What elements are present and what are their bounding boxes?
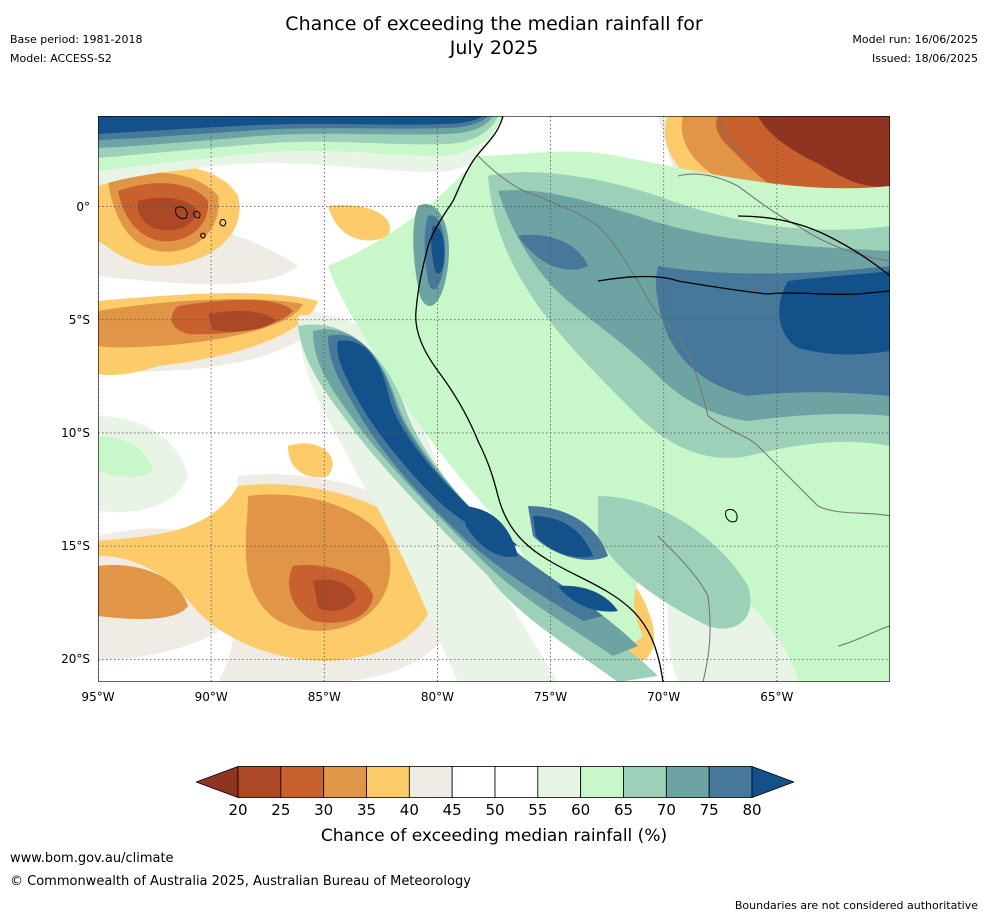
- latitude-label: 0°: [76, 199, 90, 214]
- colorbar-swatch: [366, 766, 410, 798]
- colorbar-label: Chance of exceeding median rainfall (%): [320, 826, 668, 846]
- galapagos-islands: [175, 206, 227, 239]
- rainfall-probability-map: [98, 116, 890, 682]
- probability-fields: [98, 116, 890, 682]
- colorbar-tick-label: 35: [356, 801, 377, 819]
- map-frame: [98, 116, 890, 682]
- colorbar-tick-label: 45: [442, 801, 462, 819]
- field-35-40: [328, 205, 390, 241]
- base-period-text: Base period: 1981-2018: [10, 33, 143, 46]
- coastline: [415, 116, 890, 682]
- longitude-label: 65°W: [760, 690, 794, 704]
- colorbar-swatch: [494, 766, 539, 798]
- colorbar-tick-label: 75: [699, 801, 719, 819]
- colorbar-swatch: [280, 766, 325, 798]
- title-line-1: Chance of exceeding the median rainfall …: [285, 13, 703, 35]
- map-title: Chance of exceeding the median rainfall …: [0, 12, 988, 60]
- field-60-65: [98, 436, 153, 477]
- graticule: [98, 116, 890, 682]
- colorbar-tick-label: 20: [228, 801, 248, 819]
- colorbar-swatch: [623, 766, 667, 798]
- field-over-80: [558, 585, 618, 612]
- field-over-80: [98, 116, 483, 134]
- colorbar-tick-label: 60: [571, 801, 591, 819]
- island-outline: [200, 232, 206, 239]
- latitude-label: 20°S: [61, 652, 90, 667]
- latitude-label: 15°S: [61, 539, 90, 554]
- field-30-35: [98, 565, 188, 619]
- colorbar-swatch: [451, 766, 496, 798]
- model-text: Model: ACCESS-S2: [10, 52, 112, 65]
- field-20-25: [137, 197, 198, 231]
- field-35-40: [288, 443, 333, 478]
- caribbean-coast: [737, 215, 890, 277]
- country-boundaries: [477, 116, 890, 682]
- field-over-80: [463, 506, 518, 557]
- colorbar-tick-label: 30: [314, 801, 334, 819]
- colorbar-swatch: [323, 766, 367, 798]
- meta-right: Model run: 16/06/2025 Issued: 18/06/2025: [852, 30, 978, 68]
- colorbar-swatch: [237, 766, 282, 798]
- boundary-line: [477, 155, 709, 417]
- colorbar-tick-label: 65: [613, 801, 634, 819]
- colorbar-tick-label: 55: [528, 801, 548, 819]
- field-over-80: [779, 271, 890, 355]
- colorbar-tick-label: 70: [656, 801, 676, 819]
- boundary-line: [677, 173, 890, 262]
- longitude-label: 90°W: [194, 690, 228, 704]
- colorbar-tick-label: 40: [399, 801, 419, 819]
- field-over-80: [337, 340, 518, 546]
- field-over-80: [533, 516, 593, 558]
- colorbar-swatch: [408, 766, 453, 798]
- field-20-25: [313, 579, 356, 611]
- latitude-label: 5°S: [68, 312, 90, 327]
- longitude-label: 80°W: [420, 690, 454, 704]
- latitude-label: 10°S: [61, 425, 90, 440]
- title-line-2: July 2025: [449, 37, 539, 59]
- lake-titicaca: [725, 508, 738, 523]
- field-65-70: [598, 496, 751, 629]
- island-outline: [219, 219, 227, 227]
- pacific-coastline: [415, 116, 664, 682]
- amazon-river-coast: [597, 275, 890, 296]
- footer-disclaimer: Boundaries are not considered authoritat…: [734, 899, 978, 912]
- colorbar-swatch: [708, 766, 753, 798]
- longitude-label: 95°W: [81, 690, 115, 704]
- meta-left: Base period: 1981-2018 Model: ACCESS-S2: [10, 30, 142, 68]
- issued-text: Issued: 18/06/2025: [871, 52, 978, 65]
- field-over-80: [431, 225, 445, 274]
- colorbar-tick-label: 80: [742, 801, 762, 819]
- field-75-80: [518, 234, 588, 270]
- boundary-line: [707, 415, 890, 517]
- colorbar-over-extension: [751, 766, 794, 798]
- island-outline: [193, 211, 201, 219]
- island-outline: [175, 206, 188, 219]
- model-run-text: Model run: 16/06/2025: [852, 33, 978, 46]
- colorbar-tick-label: 50: [485, 801, 505, 819]
- field-20-25: [758, 116, 890, 187]
- longitude-label: 70°W: [647, 690, 681, 704]
- map-canvas: [98, 116, 890, 682]
- boundary-line: [837, 625, 890, 647]
- longitude-label: 85°W: [307, 690, 341, 704]
- field-20-25: [208, 310, 276, 332]
- footer-url[interactable]: www.bom.gov.au/climate: [10, 851, 174, 866]
- lake-outline: [725, 508, 738, 523]
- colorbar-swatch: [665, 766, 710, 798]
- longitude-label: 75°W: [533, 690, 568, 704]
- colorbar-swatch: [537, 766, 582, 798]
- colorbar-under-extension: [196, 766, 239, 798]
- boundary-line: [717, 116, 754, 162]
- footer-copyright: © Commonwealth of Australia 2025, Austra…: [10, 874, 471, 889]
- colorbar-swatch: [580, 766, 624, 798]
- boundary-line: [657, 535, 711, 682]
- colorbar: [196, 766, 794, 798]
- colorbar-tick-label: 25: [271, 801, 291, 819]
